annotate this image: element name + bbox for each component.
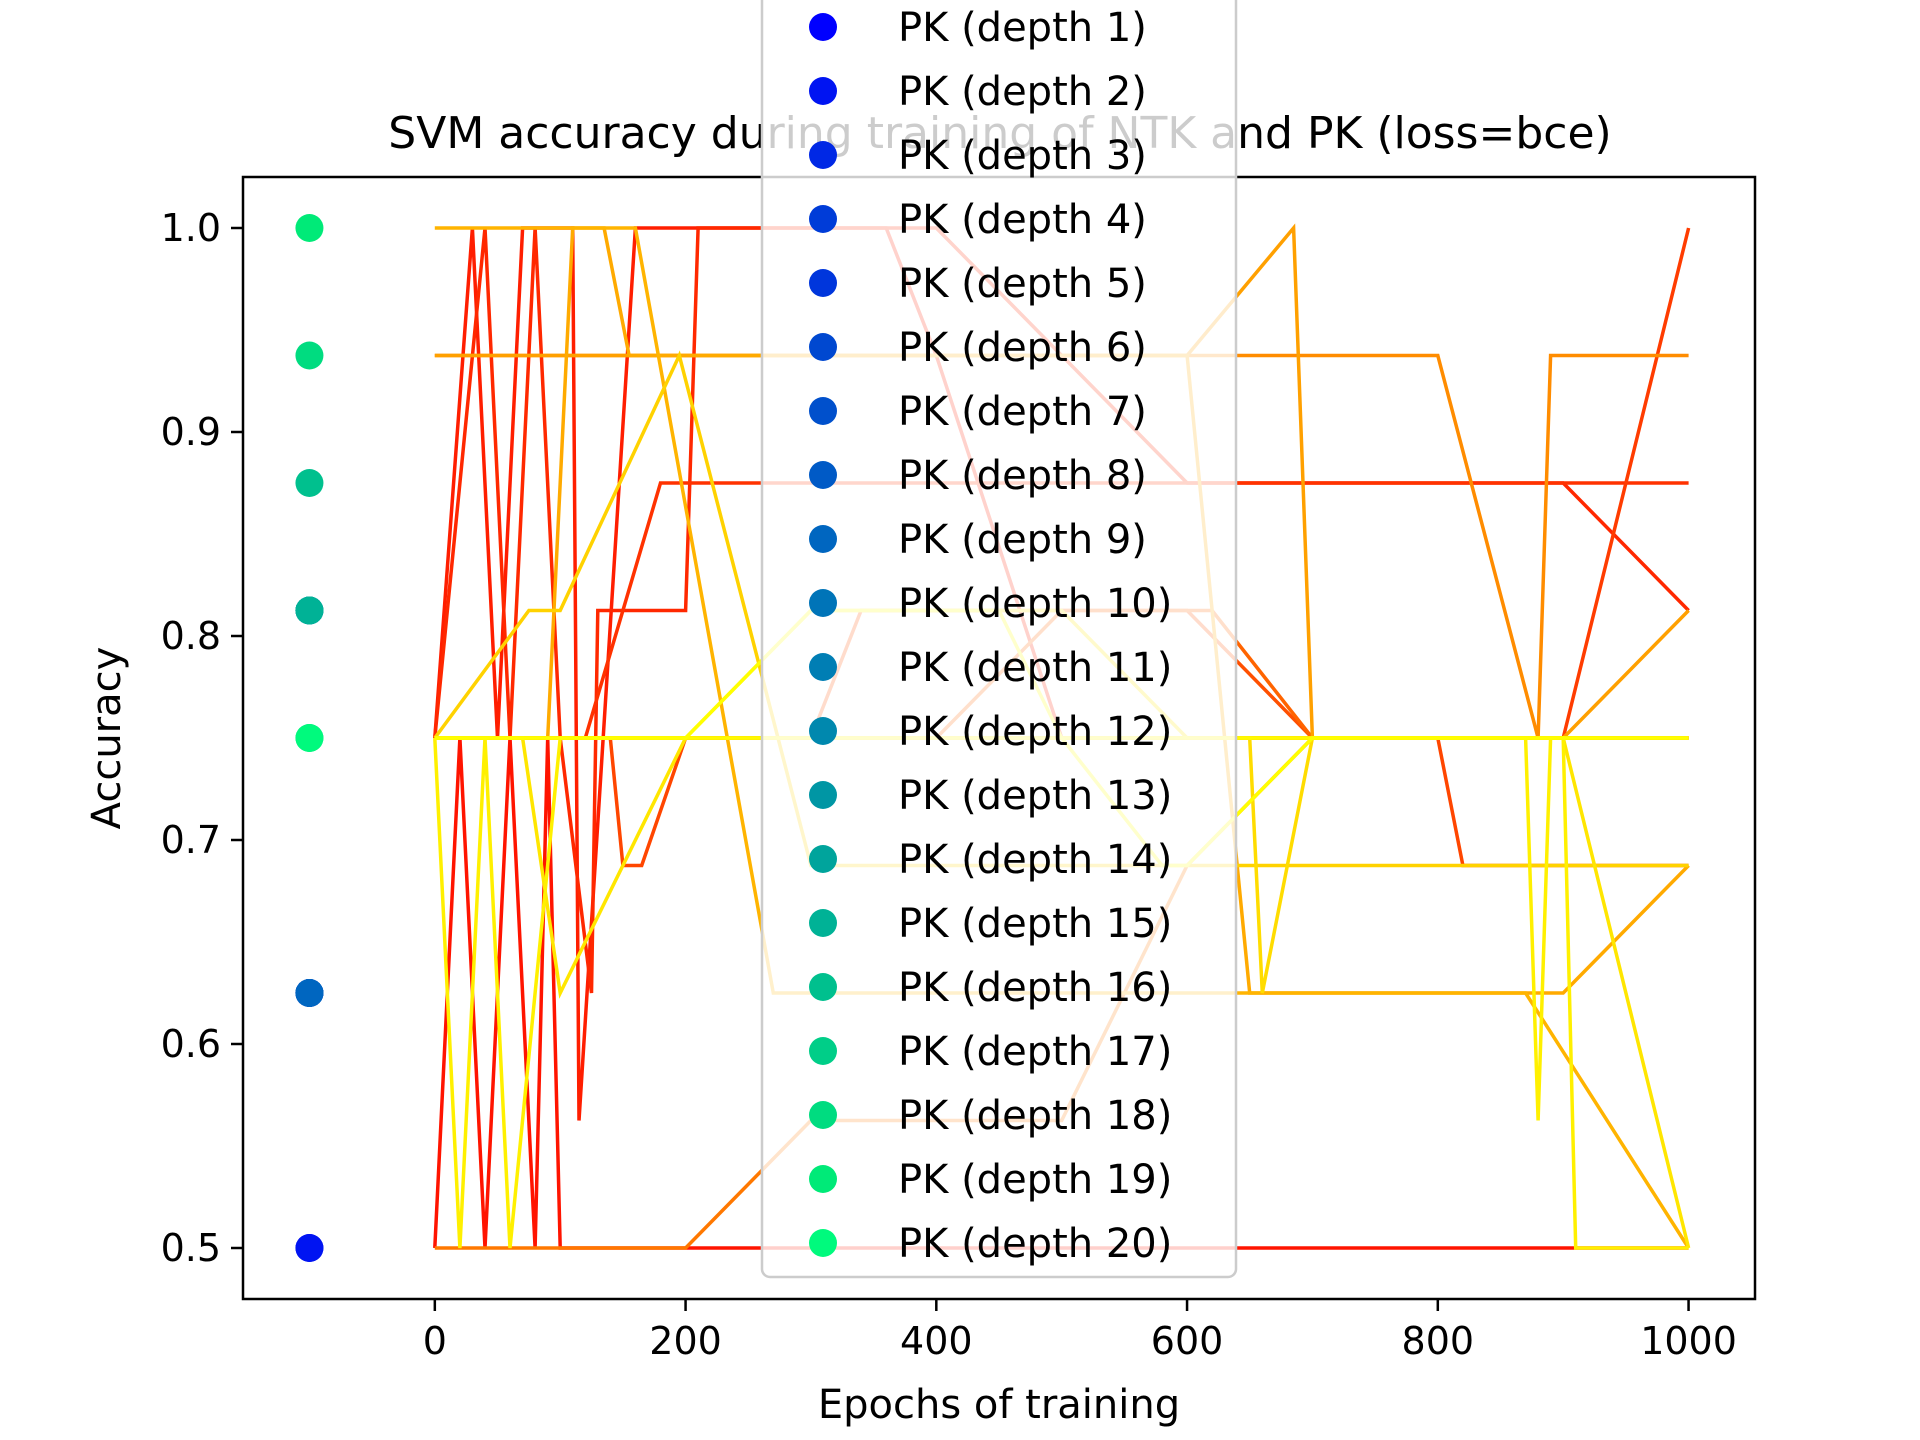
legend-marker-depth-8 — [809, 461, 837, 489]
pk-point-depth-16 — [295, 469, 324, 497]
legend-marker-depth-12 — [809, 717, 837, 745]
legend-label-depth-8: PK (depth 8) — [898, 453, 1147, 499]
legend-marker-depth-19 — [809, 1165, 837, 1193]
legend-marker-depth-4 — [809, 205, 837, 233]
legend-marker-depth-1 — [809, 13, 837, 41]
pk-point-depth-9 — [295, 979, 324, 1007]
y-tick-label: 0.7 — [161, 818, 221, 862]
pk-points-group — [295, 214, 324, 1262]
legend-box — [760, 0, 1238, 1279]
legend-label-depth-17: PK (depth 17) — [898, 1029, 1172, 1075]
y-axis: 0.5 0.6 0.7 0.8 0.9 1.0 — [161, 206, 243, 1270]
legend-marker-depth-14 — [809, 845, 837, 873]
legend-label-depth-12: PK (depth 12) — [898, 709, 1172, 755]
legend-marker-depth-13 — [809, 781, 837, 809]
legend: PK (depth 1) PK (depth 2) PK (depth 3) PK (… — [760, 0, 1238, 1279]
legend-marker-depth-2 — [809, 77, 837, 105]
legend-label-depth-7: PK (depth 7) — [898, 389, 1147, 435]
legend-label-depth-6: PK (depth 6) — [898, 325, 1147, 371]
x-tick-label: 800 — [1402, 1319, 1475, 1363]
x-axis: 0 200 400 600 800 1000 — [423, 1299, 1737, 1363]
legend-marker-depth-7 — [809, 397, 837, 425]
legend-label-depth-19: PK (depth 19) — [898, 1157, 1172, 1203]
legend-label-depth-14: PK (depth 14) — [898, 837, 1172, 883]
y-tick-label: 0.9 — [161, 410, 221, 454]
legend-label-depth-4: PK (depth 4) — [898, 197, 1147, 243]
pk-point-depth-20 — [295, 724, 324, 752]
pk-point-depth-2 — [295, 1234, 324, 1262]
pk-point-depth-15 — [295, 596, 324, 625]
legend-marker-depth-16 — [809, 973, 837, 1001]
x-tick-label: 200 — [649, 1319, 722, 1363]
legend-label-depth-10: PK (depth 10) — [898, 581, 1172, 627]
legend-marker-depth-15 — [809, 909, 837, 937]
legend-marker-depth-9 — [809, 525, 837, 553]
x-tick-label: 1000 — [1640, 1319, 1737, 1363]
legend-marker-depth-11 — [809, 653, 837, 681]
y-tick-label: 1.0 — [161, 206, 221, 250]
pk-point-depth-19 — [295, 214, 324, 242]
legend-label-depth-15: PK (depth 15) — [898, 901, 1172, 947]
x-tick-label: 400 — [900, 1319, 973, 1363]
legend-marker-depth-10 — [809, 589, 837, 617]
x-axis-label: Epochs of training — [818, 1382, 1180, 1428]
legend-label-depth-3: PK (depth 3) — [898, 133, 1147, 179]
legend-marker-depth-6 — [809, 333, 837, 361]
legend-label-depth-2: PK (depth 2) — [898, 69, 1147, 115]
legend-label-depth-11: PK (depth 11) — [898, 645, 1172, 691]
legend-marker-depth-17 — [809, 1037, 837, 1065]
legend-label-depth-18: PK (depth 18) — [898, 1093, 1172, 1139]
x-tick-label: 0 — [423, 1319, 447, 1363]
y-axis-label: Accuracy — [84, 647, 130, 830]
legend-label-depth-1: PK (depth 1) — [898, 5, 1147, 51]
pk-point-depth-18 — [295, 341, 324, 370]
y-tick-label: 0.5 — [161, 1226, 221, 1270]
legend-label-depth-5: PK (depth 5) — [898, 261, 1147, 307]
legend-label-depth-20: PK (depth 20) — [898, 1221, 1172, 1267]
legend-marker-depth-20 — [809, 1229, 837, 1257]
legend-marker-depth-18 — [809, 1101, 837, 1129]
y-tick-label: 0.6 — [161, 1022, 221, 1066]
y-tick-label: 0.8 — [161, 614, 221, 658]
x-tick-label: 600 — [1151, 1319, 1224, 1363]
legend-marker-depth-5 — [809, 269, 837, 297]
legend-marker-depth-3 — [809, 141, 837, 169]
legend-label-depth-16: PK (depth 16) — [898, 965, 1172, 1011]
legend-label-depth-9: PK (depth 9) — [898, 517, 1147, 563]
legend-label-depth-13: PK (depth 13) — [898, 773, 1172, 819]
